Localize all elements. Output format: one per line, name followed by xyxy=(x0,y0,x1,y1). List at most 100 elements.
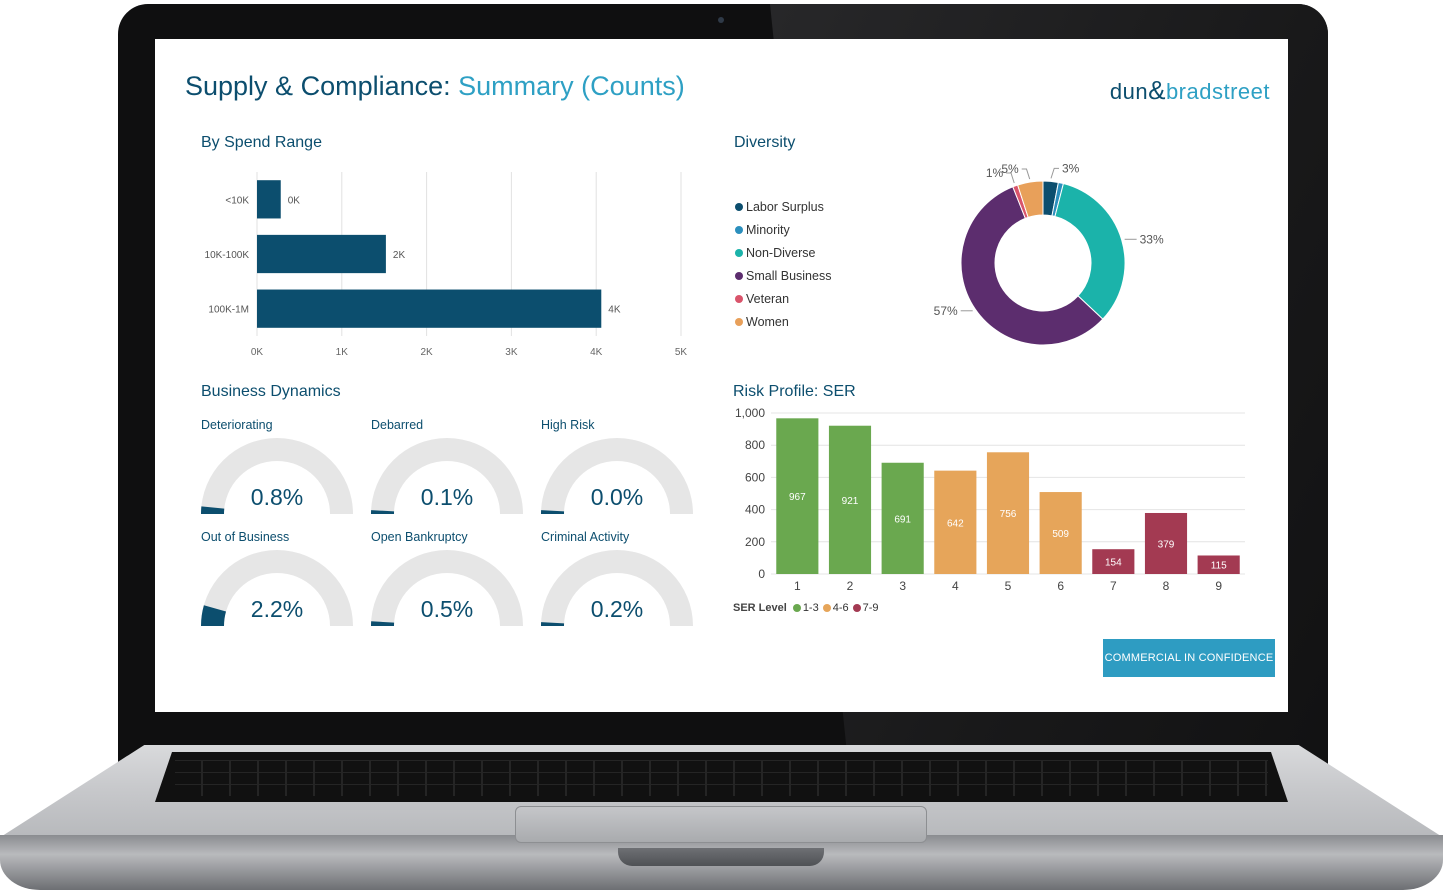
diversity-legend: Labor Surplus Minority Non-Diverse Small Bu… xyxy=(735,195,831,333)
ser-legend-item[interactable]: 4-6 xyxy=(822,602,849,614)
ser-bar xyxy=(1039,492,1082,574)
diversity-legend-item[interactable]: Women xyxy=(735,310,831,333)
gauge-value: 0.2% xyxy=(590,596,644,622)
gauge-label: Open Bankruptcy xyxy=(371,530,468,544)
ser-bar-label: 379 xyxy=(1158,539,1175,550)
donut-data-label: 5% xyxy=(1001,162,1019,176)
ser-bar-label: 691 xyxy=(894,514,911,525)
gauge-track xyxy=(541,550,693,626)
gauge-fill xyxy=(201,605,227,626)
risk-profile-title: Risk Profile: SER xyxy=(733,383,856,400)
gauge-fill xyxy=(541,622,565,626)
ser-bar xyxy=(881,462,924,574)
ser-y-tick: 400 xyxy=(745,503,765,517)
donut-leader-line xyxy=(1021,168,1031,180)
legend-label: Veteran xyxy=(746,291,790,306)
diversity-donut-chart: 3% 33% 57% 1%5% xyxy=(934,161,1164,346)
gauge-arc xyxy=(541,550,693,626)
gauge-value: 0.8% xyxy=(250,484,304,510)
ser-bar-label: 921 xyxy=(842,496,859,507)
legend-dot-icon xyxy=(735,317,743,326)
donut-data-label: 1% xyxy=(986,166,1004,180)
spend-x-tick: 4K xyxy=(590,347,603,358)
gauge-high-risk[interactable]: High Risk 0.0% xyxy=(541,418,701,518)
diversity-title: Diversity xyxy=(734,134,796,151)
company-logo: dun&bradstreet xyxy=(1110,75,1270,106)
spend-bar xyxy=(257,289,602,328)
spend-x-tick: 1K xyxy=(336,347,349,358)
page-title: Supply & Compliance: Summary (Counts) xyxy=(185,71,685,102)
gauge-debarred[interactable]: Debarred 0.1% xyxy=(371,418,531,518)
diversity-legend-item[interactable]: Veteran xyxy=(735,287,831,310)
gauge-deteriorating[interactable]: Deteriorating 0.8% xyxy=(201,418,361,518)
keyboard-keys xyxy=(175,760,1268,796)
ser-x-tick: 9 xyxy=(1215,579,1222,593)
ser-bar xyxy=(1092,549,1135,574)
gauge-arc xyxy=(371,438,523,514)
logo-ampersand: & xyxy=(1148,75,1166,105)
gauge-value: 2.2% xyxy=(250,596,304,622)
legend-dot-icon xyxy=(735,225,743,234)
gauge-track xyxy=(201,438,353,514)
ser-y-tick: 600 xyxy=(745,470,765,484)
ser-bar-label: 509 xyxy=(1052,529,1069,540)
diversity-legend-item[interactable]: Minority xyxy=(735,218,831,241)
ser-bar-label: 756 xyxy=(1000,509,1017,520)
trackpad[interactable] xyxy=(515,806,927,843)
legend-label: Minority xyxy=(746,222,790,237)
donut-data-label: 33% xyxy=(1140,232,1164,246)
ser-legend-label: 1-3 xyxy=(802,602,819,614)
gauge-arc xyxy=(201,438,353,514)
spend-category-label: <10K xyxy=(225,195,249,206)
legend-label: Labor Surplus xyxy=(746,199,824,214)
ser-legend-title: SER Level xyxy=(733,602,787,614)
gauge-track xyxy=(541,438,693,514)
diversity-legend-item[interactable]: Labor Surplus xyxy=(735,195,831,218)
donut-slice xyxy=(1017,180,1044,218)
legend-dot-icon xyxy=(735,271,743,280)
ser-x-tick: 8 xyxy=(1163,579,1170,593)
gauge-value: 0.5% xyxy=(420,596,474,622)
dashboard-screen: Supply & Compliance: Summary (Counts) du… xyxy=(155,39,1288,712)
legend-dot-icon xyxy=(735,248,743,257)
ser-bar xyxy=(1144,512,1188,574)
legend-dot-icon xyxy=(822,604,831,612)
ser-legend-label: 7-9 xyxy=(862,602,879,614)
gauge-criminal-activity[interactable]: Criminal Activity 0.2% xyxy=(541,530,701,630)
gauge-track xyxy=(371,438,523,514)
spend-x-tick: 5K xyxy=(675,347,688,358)
spend-x-tick: 0K xyxy=(251,347,264,358)
gauge-fill xyxy=(371,621,395,626)
ser-x-tick: 7 xyxy=(1110,579,1117,593)
ser-bar-chart: 02004006008001,0009671921269136424756550… xyxy=(735,406,1245,593)
logo-text-right: bradstreet xyxy=(1165,79,1270,104)
gauge-arc xyxy=(201,550,353,626)
ser-bar-label: 115 xyxy=(1211,561,1227,572)
ser-bar xyxy=(776,418,819,574)
gauge-fill xyxy=(371,510,395,514)
gauge-fill xyxy=(541,510,565,514)
legend-dot-icon xyxy=(735,202,743,211)
gauge-arc xyxy=(541,438,693,514)
spend-range-title: By Spend Range xyxy=(201,134,322,151)
ser-bar xyxy=(828,425,872,574)
spend-bar xyxy=(257,180,281,219)
gauge-label: Deteriorating xyxy=(201,418,273,432)
spend-bar-label: 0K xyxy=(288,195,301,206)
ser-legend-item[interactable]: 1-3 xyxy=(792,602,819,614)
page-title-accent: Summary (Counts) xyxy=(458,71,685,101)
ser-legend-item[interactable]: 7-9 xyxy=(852,602,879,614)
gauge-label: High Risk xyxy=(541,418,595,432)
gauge-open-bankruptcy[interactable]: Open Bankruptcy 0.5% xyxy=(371,530,531,630)
ser-legend: SER Level 1-3 4-6 7-9 xyxy=(733,602,883,614)
ser-y-tick: 200 xyxy=(745,535,765,549)
legend-label: Non-Diverse xyxy=(746,245,816,260)
diversity-legend-item[interactable]: Small Business xyxy=(735,264,831,287)
gauge-out-of-business[interactable]: Out of Business 2.2% xyxy=(201,530,361,630)
commercial-in-confidence-button[interactable]: COMMERCIAL IN CONFIDENCE xyxy=(1103,639,1275,677)
ser-legend-label: 4-6 xyxy=(832,602,849,614)
gauge-track xyxy=(201,550,353,626)
diversity-legend-item[interactable]: Non-Diverse xyxy=(735,241,831,264)
ser-bar-label: 154 xyxy=(1105,558,1122,569)
